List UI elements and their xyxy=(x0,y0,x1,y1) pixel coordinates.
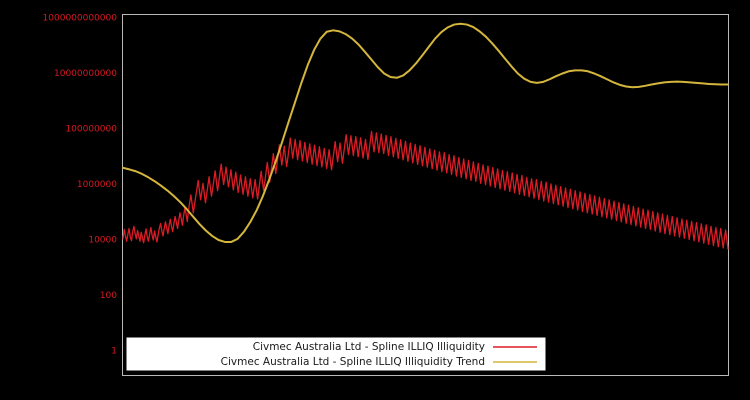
legend-label: Civmec Australia Ltd - Spline ILLIQ Illi… xyxy=(253,341,485,353)
legend-background xyxy=(126,337,546,371)
y-axis-tick-label: 100 xyxy=(100,291,117,301)
y-axis-tick-label: 1 xyxy=(111,347,117,357)
legend-label: Civmec Australia Ltd - Spline ILLIQ Illi… xyxy=(221,356,485,368)
y-axis-tick-label: 10000000000 xyxy=(54,69,117,79)
y-axis-tick-label: 100000000 xyxy=(65,125,117,135)
y-axis-tick-label: 1000000 xyxy=(77,180,117,190)
series-line-illiquidity-trend xyxy=(122,22,729,243)
series-line-illiquidity xyxy=(122,130,729,250)
y-axis-tick-label: 10000 xyxy=(88,236,117,246)
plot-frame xyxy=(122,14,729,376)
series-lines xyxy=(122,22,729,250)
chart-legend[interactable]: Civmec Australia Ltd - Spline ILLIQ Illi… xyxy=(126,337,546,371)
y-axis-tick-label: 1000000000000 xyxy=(43,14,118,24)
y-axis-tick-labels: 1000000000000 10000000000 100000000 1000000… xyxy=(43,14,118,357)
